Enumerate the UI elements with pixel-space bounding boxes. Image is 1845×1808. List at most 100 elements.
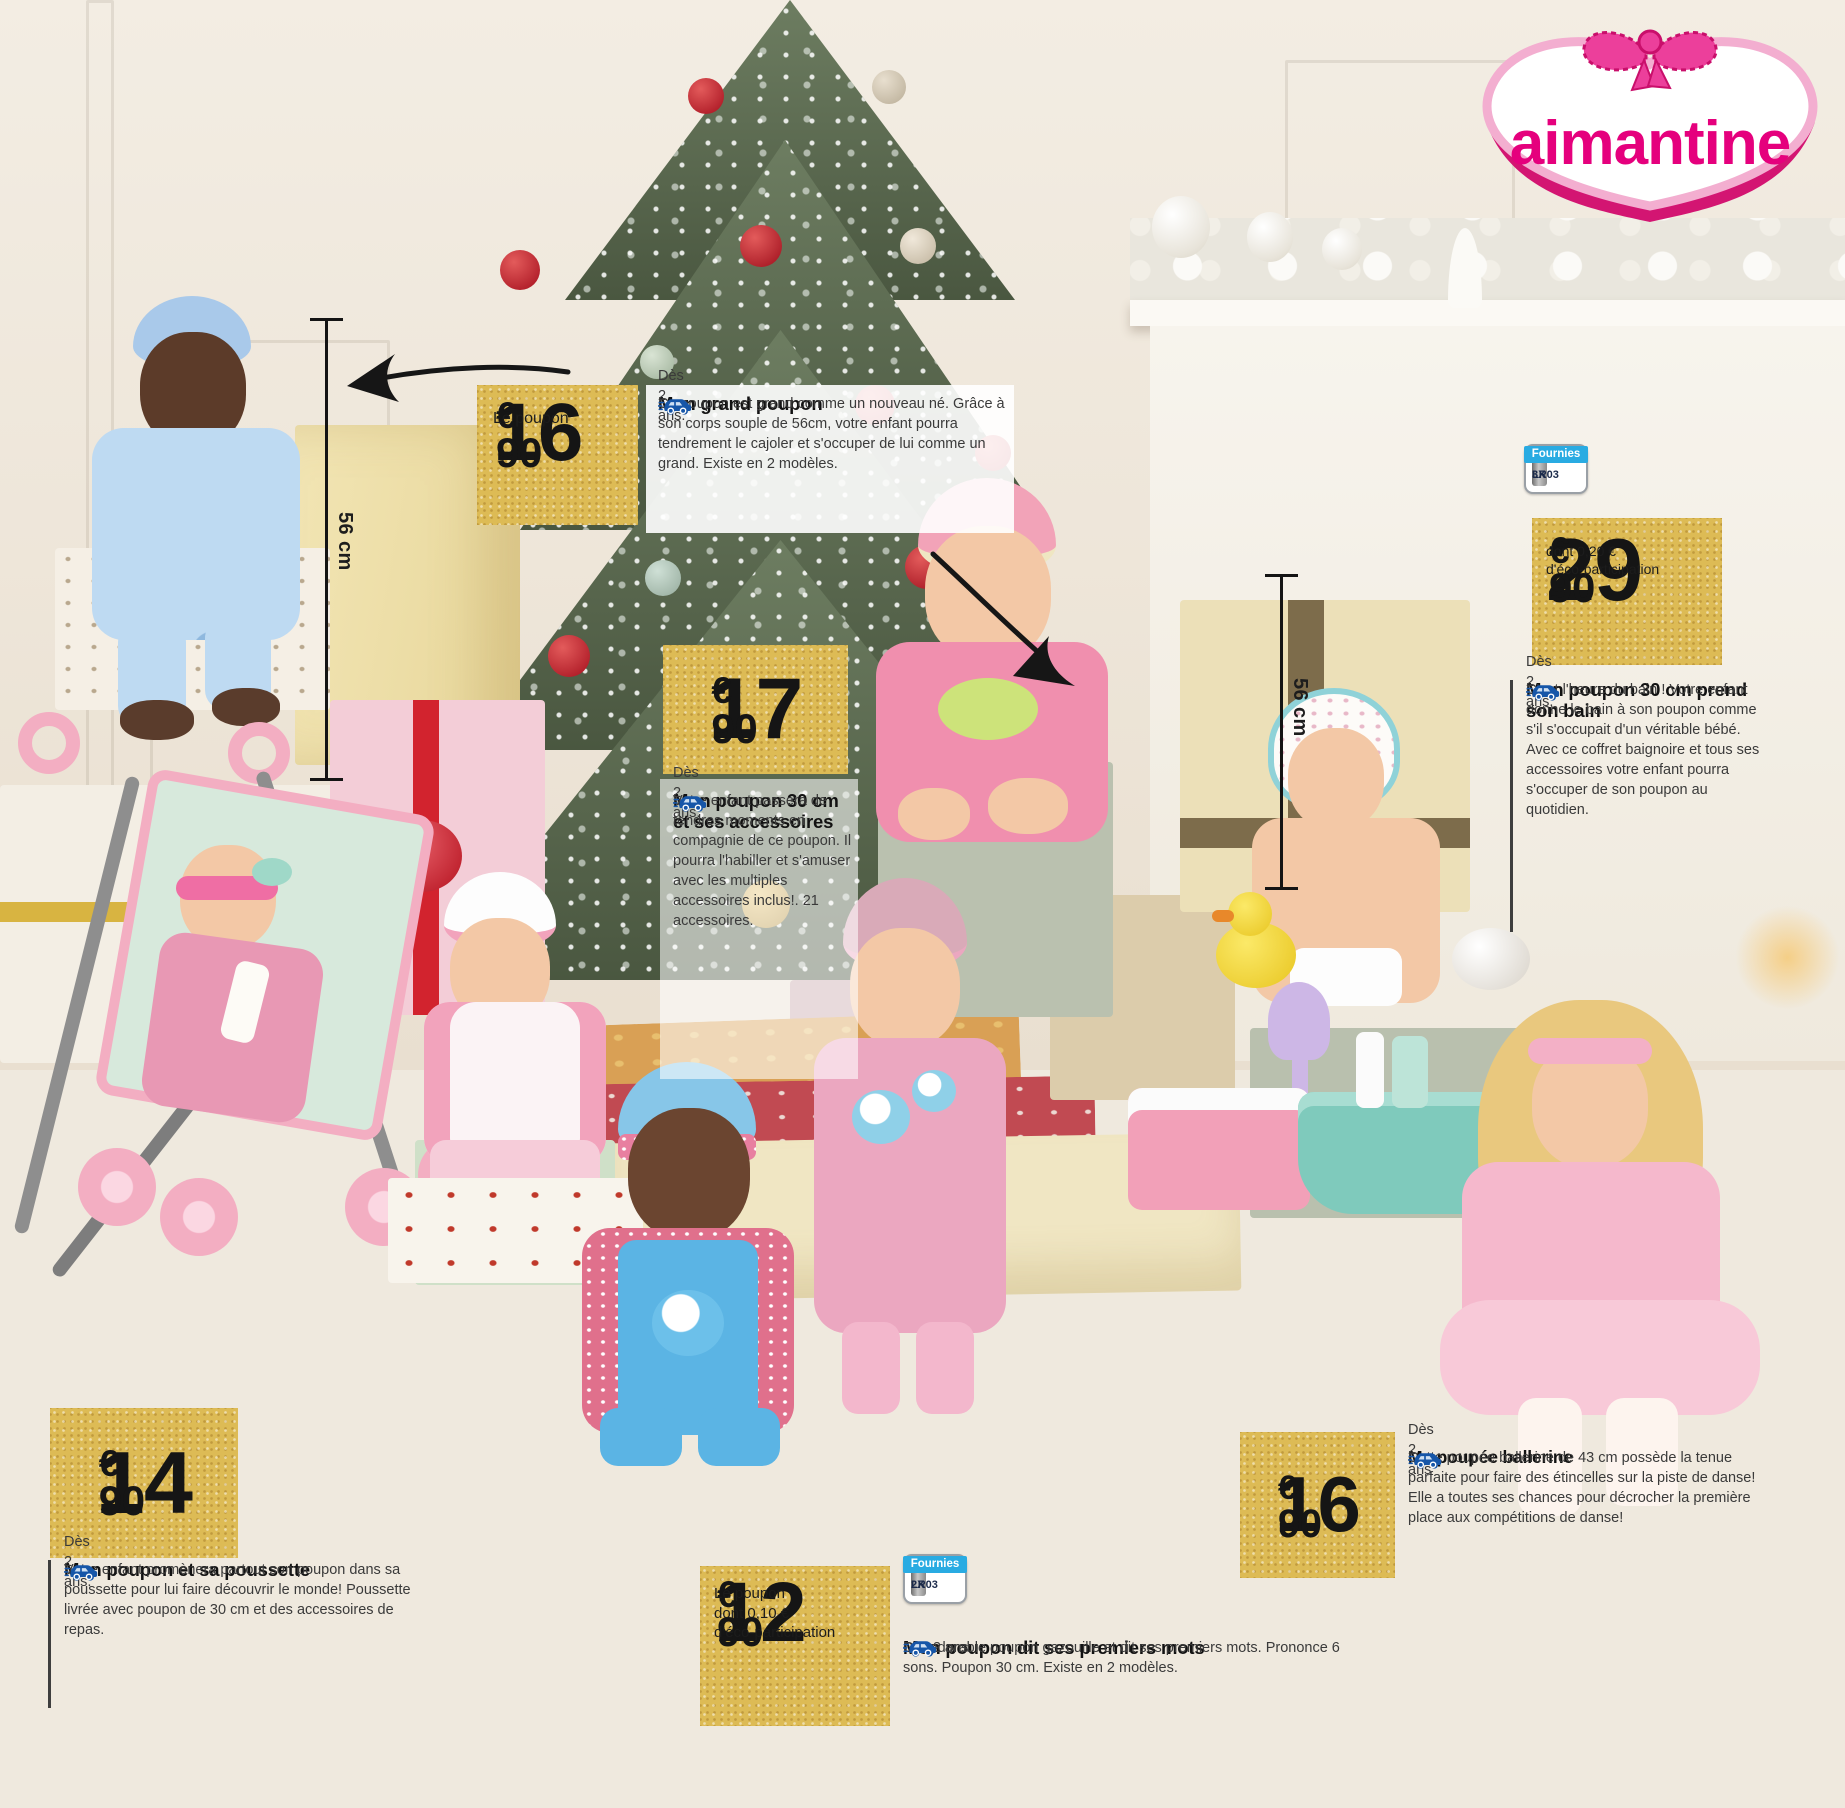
doll-leg [698,1408,780,1466]
product-title: Mon poupon 30 cm prend son bain [1526,679,1748,721]
doll-shoe [120,700,194,740]
price-side: € 90 [711,670,758,752]
stroller-wheel [78,1148,156,1226]
brand-name: aimantine [1510,109,1790,178]
doll-head [1288,728,1384,830]
price-cents: 90 [711,704,758,752]
price: 17 € 90 [708,661,803,758]
price: 16 € 90 [1275,1465,1361,1544]
eco-line2: d'éco-participation [1546,561,1660,578]
price-unit-label: Le poupon [493,410,569,427]
product-description: Cette poupée ballerine de 43 cm possède … [1408,1450,1756,1526]
battery-included-label: Fournies [903,1556,967,1573]
euro-sign: € [496,395,517,436]
doll-skirt [1440,1300,1760,1415]
battery-count: 3X [1532,469,1546,481]
stroller-wheel [160,1178,238,1256]
white-bauble [1152,196,1210,258]
product-title: Ma poupée ballerine [1408,1447,1573,1467]
eco-line1: dont 0,10 € [714,1604,790,1622]
product-description: Cet adorable poupon gazouille et dit ses… [903,1640,1340,1676]
product-card-grand-poupon: Mon grand poupon Ce poupon est grand com… [646,368,1014,533]
doll-head [850,928,960,1048]
age-label: Dès 2 ans. [658,368,686,424]
doll-blue-body [92,428,300,640]
tree-ornament [548,635,590,677]
measure-label-left: 56 cm [334,512,356,571]
toy-shower-head [1268,982,1330,1060]
product-card-accessoires: Mon poupon 30 cm et ses accessoires Votr… [660,765,858,1079]
measure-line-right [1265,574,1298,890]
product-card-ballerine: Ma poupée ballerine Cette poupée balleri… [1408,1422,1768,1590]
tree-ornament [640,345,674,379]
toy-sink [1128,1088,1310,1210]
price-tag-grand-poupon: 16 € 90 Le poupon [477,385,638,525]
stroller-handle [18,712,80,774]
age-label: Dès 2 ans. [1526,654,1554,710]
mantel-shelf [1130,300,1845,326]
white-bauble [1247,212,1293,262]
product-title: Mon poupon dit ses premiers mots [903,1637,1205,1658]
doll-star-print [852,1090,910,1144]
product-description: Votre enfant passera de tendres moments … [673,793,852,929]
seal-toy [1452,928,1530,990]
price: 12 € 90 [714,1570,807,1656]
product-title: Mon poupon 30 cm et ses accessoires [673,790,839,832]
price-side: € 90 [496,395,542,474]
mantel-garland [1130,218,1845,306]
age-label: Dès 2 ans. [673,765,701,821]
product-card-bain: Mon poupon 30 cm prend son bain C'est l'… [1510,654,1772,932]
tree-ornament [900,228,936,264]
age-label: Dès 2 ans. [64,1534,92,1590]
price-cents: 90 [717,1608,764,1656]
price: 16 € 90 [493,387,583,478]
price-unit-eco: Le poupon dont 0,10 € d'éco-participatio… [714,1584,835,1643]
measure-label-right: 56 cm [1289,678,1311,737]
doll-foot [898,788,970,840]
brand-logo: aimantine [1458,12,1843,227]
price: 14 € 90 [95,1432,193,1532]
product-card-poussette: Mon poupon et sa poussette Votre enfant … [48,1534,423,1708]
price-cents: 90 [1277,1501,1322,1546]
price-side: € 90 [98,1445,145,1525]
doll-print [938,678,1038,740]
product-description: Votre enfant promènera partout son poupo… [64,1562,411,1638]
arrow-left-icon [347,354,571,402]
eco-participation: dont 0,20 € d'éco-participation [1546,542,1659,578]
tree-ornament [688,78,724,114]
doll-foot [988,778,1068,834]
aimantine-logo-icon: aimantine [1482,29,1818,222]
price-unit-label: Le poupon [714,1585,785,1602]
white-bauble [1322,228,1362,270]
price-cents: 90 [1549,564,1596,612]
tree-ornament [872,70,906,104]
age-label: Dès 2 ans [1408,1422,1434,1478]
euro-sign: € [1277,1469,1297,1508]
price-side: € 90 [1549,532,1596,612]
price: 29 € 90 [1546,525,1643,613]
euro-sign: € [711,670,732,712]
measure-line-left [310,318,343,781]
doll-leg [600,1408,682,1466]
doll-leg [1606,1398,1678,1506]
price-tag-ballerine: 16 € 90 [1240,1432,1395,1578]
doll-head [925,526,1051,662]
rubber-duck-head [1228,892,1272,936]
price-euros: 17 [708,661,803,758]
price-euros: 14 [95,1432,193,1532]
price-euros: 16 [493,387,583,478]
price-tag-mots: 12 € 90 Le poupon dont 0,10 € d'éco-part… [700,1566,890,1726]
product-description: C'est l'heure du bain ! Votre enfant don… [1526,682,1760,818]
product-card-mots: Mon poupon dit ses premiers mots Cet ado… [903,1637,1343,1738]
toy-pump-bottle [1356,1032,1384,1108]
price-cents: 90 [98,1477,145,1525]
battery-count: 2X [911,1579,925,1591]
price-tag-bain: 29 € 90 dont 0,20 € d'éco-participation [1532,518,1722,665]
toy-bottle [1392,1036,1428,1108]
euro-sign: € [717,1574,738,1615]
doll-shoe [212,688,280,726]
tree-ornament [645,560,681,596]
fairy-light-glow [1735,905,1840,1010]
doll-pink-body [814,1038,1006,1333]
